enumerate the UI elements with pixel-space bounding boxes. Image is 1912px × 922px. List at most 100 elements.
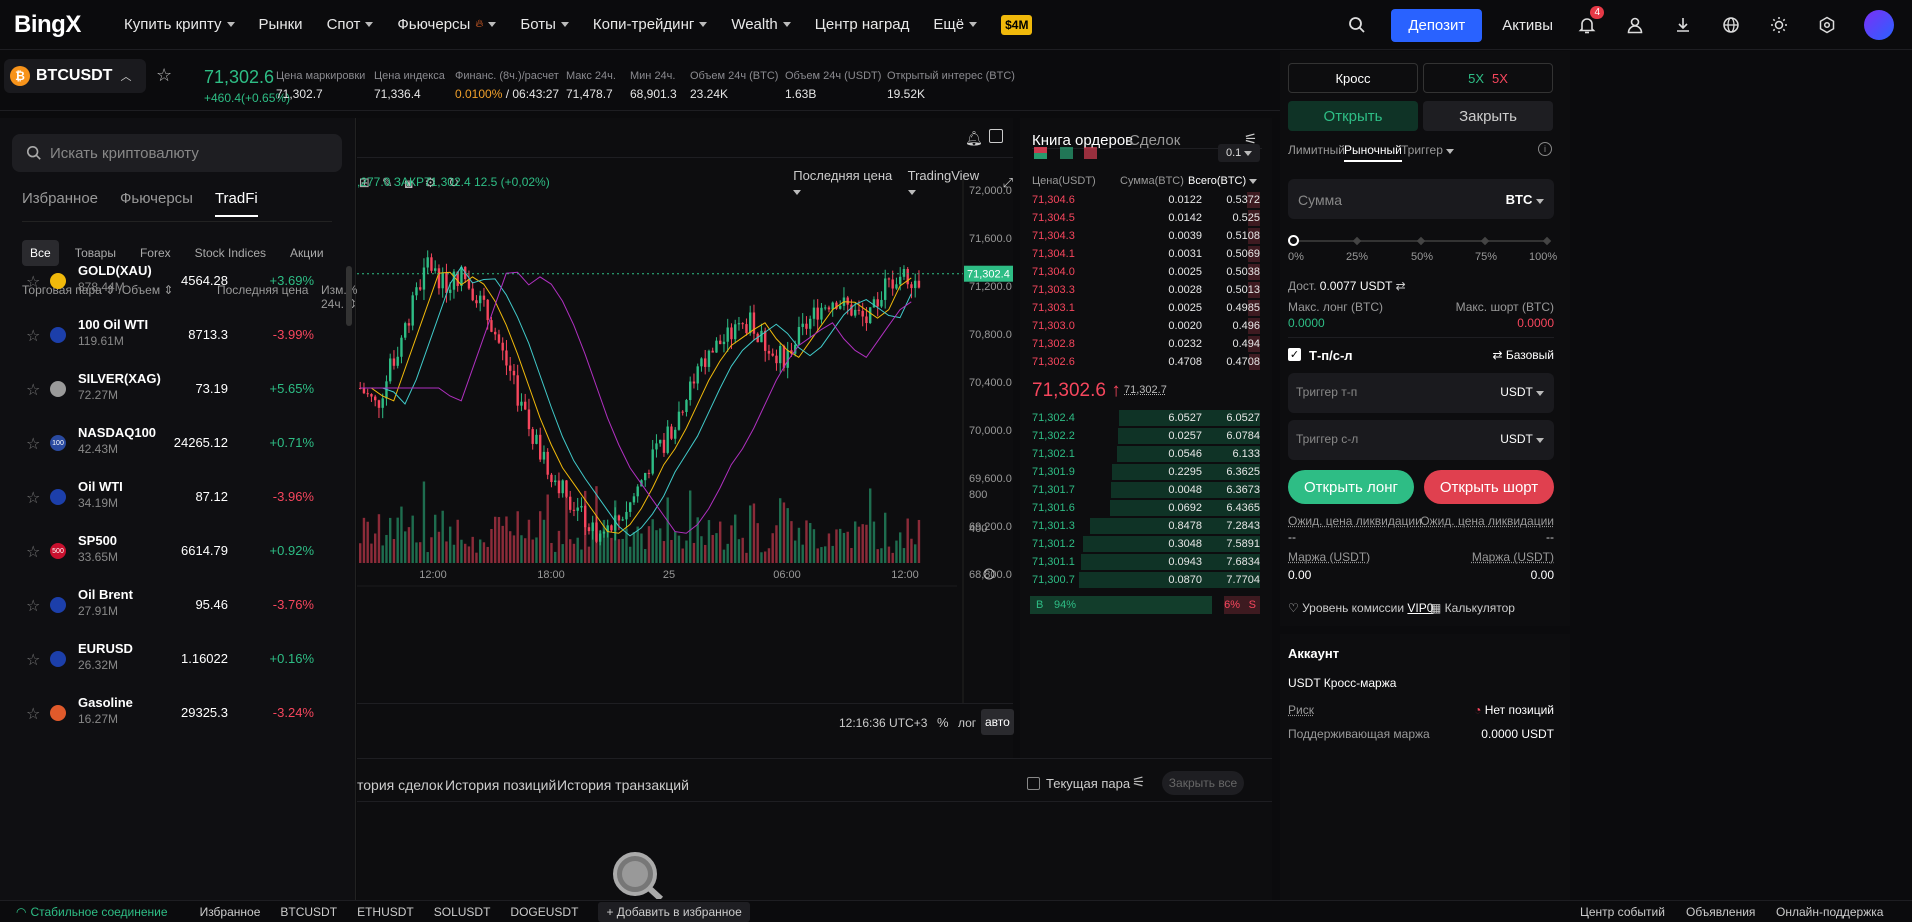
bid-row[interactable]: 71,301.3 0.8478 7.2843 [1020,516,1260,538]
market-row[interactable]: ☆ Oil Brent 27.91M 95.46 -3.76% [0,570,356,636]
nav-item[interactable]: Центр наград [814,16,910,33]
scale-auto[interactable]: авто [981,709,1014,735]
pair-selector[interactable]: ₿ BTCUSDT ︿ [4,59,146,93]
col-header-pair[interactable]: Торговая пара ⇕ /Объем ⇕ [22,283,174,297]
events-center[interactable]: Центр событий [1580,904,1665,919]
star-icon[interactable]: ☆ [26,706,41,723]
info-icon[interactable]: i [1538,142,1552,156]
bid-row[interactable]: 71,300.7 0.0870 7.7704 [1020,570,1260,592]
pen-icon[interactable]: ✎ [381,175,393,190]
scale-log[interactable]: лог [958,716,977,730]
filter-commodities[interactable]: Товары [74,246,116,260]
tp-unit-select[interactable]: USDT [1500,385,1544,399]
search-icon[interactable] [1346,14,1368,36]
time-settings-icon[interactable] [983,568,995,580]
filter-stock-indices[interactable]: Stock Indices [194,246,267,260]
theme-sun-icon[interactable] [1768,14,1790,36]
tab-position-history[interactable]: История позиций [445,777,557,793]
amount-input[interactable]: Сумма BTC [1288,179,1554,219]
indicator-icon[interactable]: ⊞ [359,175,370,190]
filter-icon[interactable]: ⚟ [1132,774,1146,791]
fee-level[interactable]: ♡ Уровень комиссии VIP0 [1288,601,1434,615]
user-icon[interactable] [1624,14,1646,36]
nav-item[interactable]: Ещё [933,16,978,33]
price-source-select[interactable]: Последняя цена [793,168,895,198]
leverage-button[interactable]: 5X 5X [1423,63,1553,93]
transfer-icon[interactable]: ⇄ [1395,279,1406,293]
candlestick-chart[interactable]: 72,000.0 71,600.0 71,200.0 70,800.0 70,400.0… [357,118,1013,718]
settings-icon[interactable] [1816,14,1838,36]
ask-row[interactable]: 71,304.0 0.0025 0.5038 [1020,262,1260,284]
ask-row[interactable]: 71,304.6 0.0122 0.5372 [1020,190,1260,212]
col-header-price[interactable]: Последняя цена [217,283,309,297]
reset-icon[interactable]: ↻ [448,175,460,190]
status-pair-solusdt[interactable]: SOLUSDT [433,904,491,919]
nav-item[interactable]: Купить крипту [124,16,235,33]
market-row[interactable]: ☆ 500 SP500 33.65M 6614.79 +0.92% [0,516,356,582]
online-support[interactable]: Онлайн-поддержка [1776,904,1884,919]
order-type-trigger[interactable]: Триггер [1401,143,1455,157]
bid-row[interactable]: 71,302.1 0.0546 6.133 [1020,444,1260,466]
market-row[interactable]: ☆ EURUSD 26.32M 1.16022 +0.16% [0,624,356,690]
open-long-button[interactable]: Открыть лонг [1288,470,1414,504]
calculator-link[interactable]: ▦ Калькулятор [1430,601,1515,615]
tab-tradfi[interactable]: TradFi [214,190,258,217]
view-bids-icon[interactable] [1060,147,1073,159]
order-type-limit[interactable]: Лимитный [1288,143,1345,157]
filter-stocks[interactable]: Акции [290,246,324,260]
nav-item[interactable]: Копи-трейдинг [593,16,708,33]
avatar[interactable] [1864,10,1894,40]
mark-price-small[interactable]: 71,302.7 [1124,384,1167,396]
promo-badge[interactable]: $4M [1001,14,1033,35]
ask-row[interactable]: 71,303.3 0.0028 0.5013 [1020,280,1260,302]
download-icon[interactable] [1672,14,1694,36]
status-pair-ethusdt[interactable]: ETHUSDT [357,904,414,919]
account-type[interactable]: USDT Кросс-маржа [1288,676,1397,690]
ask-row[interactable]: 71,303.0 0.0020 0.496 [1020,316,1260,338]
bid-row[interactable]: 71,302.4 6.0527 6.0527 [1020,408,1260,430]
sl-unit-select[interactable]: USDT [1500,432,1544,446]
star-icon[interactable]: ☆ [26,328,41,345]
bid-row[interactable]: 71,301.1 0.0943 7.6834 [1020,552,1260,574]
layout-icon[interactable] [989,129,1003,143]
tp-trigger-input[interactable]: Триггер т-п USDT [1288,373,1554,413]
status-pair-dogeusdt[interactable]: DOGEUSDT [510,904,579,919]
bell-icon[interactable]: 4 [1576,6,1604,36]
nav-item[interactable]: Рынки [258,16,303,33]
amount-unit-select[interactable]: BTC [1506,192,1544,207]
open-tab[interactable]: Открыть [1288,101,1418,131]
amount-slider[interactable]: 0% 25% 50% 75% 100% [1288,235,1557,265]
bid-row[interactable]: 71,301.2 0.3048 7.5891 [1020,534,1260,556]
tab-order-book[interactable]: Книга ордеров [1032,132,1134,149]
chart-settings-icon[interactable]: ⚙ [424,175,437,190]
search-input[interactable]: Искать криптовалюту [12,134,342,172]
slider-handle[interactable] [1288,235,1299,246]
tab-trade-history[interactable]: тория сделок [357,777,443,793]
assets-link[interactable]: Активы [1502,16,1553,34]
col-header-total[interactable]: Всего(BTC) [1188,175,1258,187]
bid-row[interactable]: 71,302.2 0.0257 6.0784 [1020,426,1260,448]
scale-percent[interactable]: % [937,715,949,730]
bid-row[interactable]: 71,301.9 0.2295 6.3625 [1020,462,1260,484]
status-pair-btcusdt[interactable]: BTCUSDT [280,904,338,919]
star-icon[interactable]: ☆ [26,598,41,615]
market-row[interactable]: ☆ Oil WTI 34.19M 87.12 -3.96% [0,462,356,528]
nav-item[interactable]: Спот [327,16,374,33]
tab-transaction-history[interactable]: История транзакций [557,777,689,793]
tab-futures[interactable]: Фьючерсы [120,190,193,207]
ask-row[interactable]: 71,304.1 0.0031 0.5069 [1020,244,1260,266]
view-asks-icon[interactable] [1084,147,1097,159]
star-icon[interactable]: ☆ [26,490,41,507]
current-pair-checkbox[interactable] [1027,777,1040,790]
ask-row[interactable]: 71,302.8 0.0232 0.494 [1020,334,1260,356]
star-icon[interactable]: ☆ [26,652,41,669]
open-short-button[interactable]: Открыть шорт [1424,470,1554,504]
market-row[interactable]: ☆ 100 Oil WTI 119.61M 8713.3 -3.99% [0,300,356,366]
sl-trigger-input[interactable]: Триггер с-л USDT [1288,420,1554,460]
star-icon[interactable]: ☆ [26,544,41,561]
bid-row[interactable]: 71,301.6 0.0692 6.4365 [1020,498,1260,520]
basic-mode-toggle[interactable]: ⇄ Базовый [1492,348,1554,362]
deposit-button[interactable]: Депозит [1391,8,1483,42]
camera-icon[interactable]: ◙ [404,175,413,191]
star-icon[interactable]: ☆ [26,436,41,453]
